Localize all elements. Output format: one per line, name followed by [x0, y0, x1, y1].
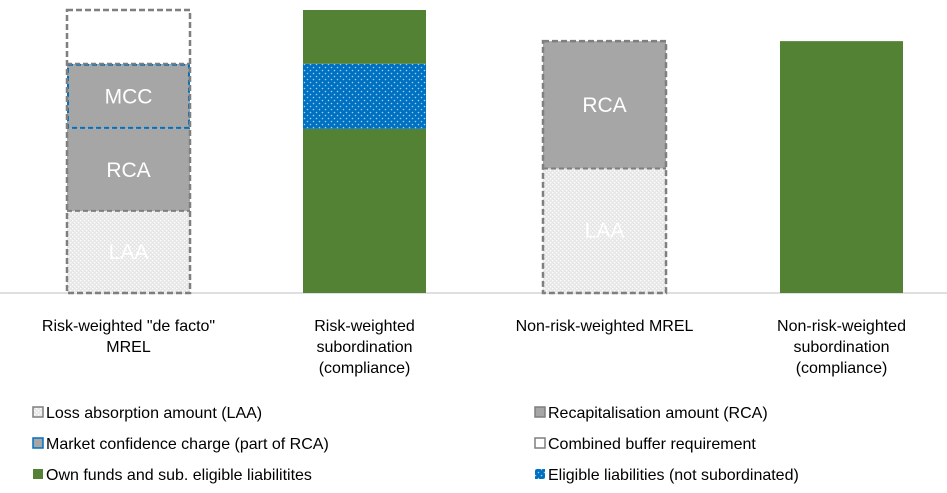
legend-label: Recapitalisation amount (RCA) — [548, 405, 768, 422]
x-tick-label: (compliance) — [796, 360, 888, 377]
segment-label: RCA — [106, 159, 150, 182]
segment-label: RCA — [582, 94, 626, 117]
bar-segment — [67, 128, 190, 211]
segment-label: LAA — [585, 220, 625, 243]
bar-outline — [541, 39, 668, 295]
x-tick-label: Risk-weighted "de facto" — [42, 318, 215, 335]
x-tick-label: Risk-weighted — [314, 318, 414, 335]
x-tick-label: Non-risk-weighted MREL — [516, 318, 694, 335]
bar-segment — [543, 168, 666, 293]
legend-swatch — [534, 406, 546, 418]
bar-segment — [780, 41, 903, 293]
bar-segment — [67, 63, 190, 129]
segment-label: MCC — [105, 85, 153, 108]
legend-swatch — [534, 437, 546, 449]
legend-label: Combined buffer requirement — [548, 436, 756, 453]
legend-label: Eligible liabilities (not subordinated) — [548, 467, 799, 484]
legend-label: Own funds and sub. eligible liabilitites — [46, 467, 312, 484]
legend-swatch — [32, 406, 44, 418]
legend-swatch — [535, 469, 545, 479]
bar-outline — [65, 8, 192, 295]
x-tick-label: MREL — [106, 339, 151, 356]
legend-label: Loss absorption amount (LAA) — [46, 405, 262, 422]
legend-swatch — [32, 437, 44, 449]
legend-label: Market confidence charge (part of RCA) — [46, 436, 329, 453]
x-tick-label: (compliance) — [319, 360, 411, 377]
bar-segment — [303, 128, 426, 293]
bar-segment — [303, 10, 426, 64]
x-tick-label: subordination — [793, 339, 889, 356]
bar-segment — [67, 210, 190, 293]
legend-swatch — [33, 469, 43, 479]
x-tick-label: subordination — [316, 339, 412, 356]
segment-label: LAA — [109, 241, 149, 264]
bar-segment — [303, 63, 426, 129]
bar-segment — [543, 41, 666, 169]
bar-segment — [67, 10, 190, 64]
x-tick-label: Non-risk-weighted — [777, 318, 906, 335]
